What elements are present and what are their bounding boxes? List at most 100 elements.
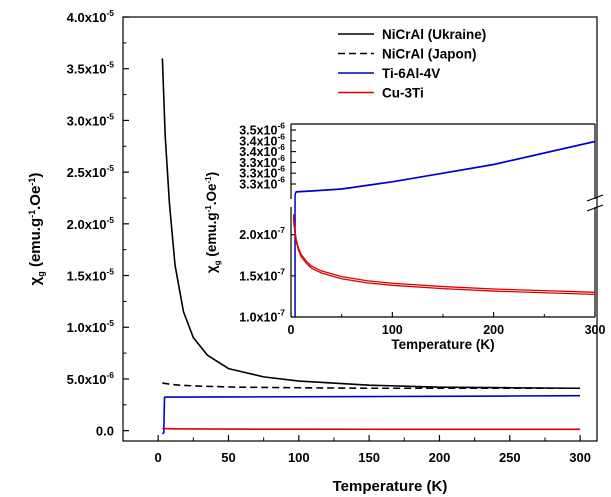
inset-upper-y-tick-label: 3.3x10-6 [239, 153, 285, 170]
y-tick-label-mantissa: 5.0x10 [67, 372, 107, 387]
y-axis-title-part: .Oe [27, 186, 44, 210]
y-tick-label-mantissa: 1.0x10 [67, 320, 107, 335]
inset-upper-y-tick-label: 3.3x10-6 [239, 175, 285, 192]
inset-series [292, 140, 595, 317]
inset-upper-y-tick-label-mantissa: 3.4x10 [239, 145, 277, 159]
inset-upper-y-tick-label-exponent: -6 [277, 175, 285, 185]
inset-upper-y-tick-label-mantissa: 3.5x10 [239, 124, 277, 138]
y-tick-label: 1.5x10-5 [67, 267, 115, 284]
inset-y-axis-title-part: g [213, 260, 222, 265]
inset-upper-y-tick-label-exponent: -6 [277, 142, 285, 152]
inset-lower-y-tick-label: 2.0x10-7 [239, 225, 285, 242]
y-axis-title-part: -1 [27, 178, 37, 186]
inset-lower-y-tick-label-mantissa: 1.0x10 [239, 311, 277, 325]
inset-lower-y-tick-label: 1.5x10-7 [239, 266, 285, 283]
legend: NiCrAl (Ukraine) NiCrAl (Japon) Ti-6Al-4V C… [338, 27, 486, 101]
x-tick-label: 150 [358, 450, 380, 465]
x-tick-label: 50 [221, 450, 235, 465]
y-tick-label-exponent: -6 [106, 370, 114, 380]
inset-x-tick-label: 0 [288, 323, 295, 337]
y-tick-label-exponent: -5 [106, 8, 114, 18]
inset-y-axis-title-part: ) [204, 172, 219, 177]
series-line-ti-6al-4v [161, 394, 581, 435]
x-tick-label: 300 [569, 450, 591, 465]
main-axes: 0.05.0x10-61.0x10-51.5x10-52.0x10-52.5x1… [27, 8, 598, 495]
y-tick-label-mantissa: 2.0x10 [67, 217, 107, 232]
x-tick-label: 200 [429, 450, 451, 465]
inset-series-cu-3ti [292, 216, 595, 296]
y-axis-title-part: g [36, 271, 46, 277]
inset-lower-y-tick-label: 1.0x10-7 [239, 308, 285, 325]
inset-x-tick-label: 200 [483, 323, 504, 337]
axis-break-mark [586, 194, 604, 202]
series-line-nicral-ukraine- [161, 58, 581, 390]
inset-x-axis-title: Temperature (K) [391, 337, 494, 352]
y-tick-label: 2.0x10-5 [67, 215, 115, 232]
inset-y-axis-title-part: .Oe [204, 183, 219, 205]
y-axis-title: χg (emu.g-1.Oe-1) [27, 173, 46, 286]
y-tick-label: 3.5x10-5 [67, 60, 115, 77]
y-axis-title-part: ) [27, 173, 44, 178]
y-tick-label: 2.5x10-5 [67, 163, 115, 180]
legend-label: Ti-6Al-4V [382, 66, 440, 81]
inset-x-tick-label: 300 [585, 323, 606, 337]
inset-lower-y-tick-label-exponent: -7 [277, 308, 285, 318]
legend-label: Cu-3Ti [382, 86, 424, 101]
y-tick-label-exponent: -5 [106, 267, 114, 277]
y-tick-label-mantissa: 2.5x10 [67, 165, 107, 180]
inset-upper-y-tick-label: 3.4x10-6 [239, 142, 285, 159]
y-tick-label-exponent: -5 [106, 163, 114, 173]
series-line-nicral-japon- [162, 382, 581, 390]
y-tick-label: 5.0x10-6 [67, 370, 115, 387]
legend-label: NiCrAl (Japon) [382, 47, 477, 62]
y-tick-label-mantissa: 3.5x10 [67, 62, 107, 77]
inset-lower-y-tick-label-mantissa: 1.5x10 [239, 269, 277, 283]
y-tick-label-exponent: -5 [106, 60, 114, 70]
inset-lower-y-tick-label-mantissa: 2.0x10 [239, 228, 277, 242]
x-tick-label: 250 [499, 450, 521, 465]
inset-x-tick-label: 100 [382, 323, 403, 337]
y-tick-label-exponent: -5 [106, 215, 114, 225]
y-tick-label: 4.0x10-5 [67, 8, 115, 25]
y-tick-label-mantissa: 1.5x10 [67, 269, 107, 284]
legend-label: NiCrAl (Ukraine) [382, 27, 486, 42]
inset-lower-y-tick-label-exponent: -7 [277, 266, 285, 276]
series-line-cu-3ti [162, 427, 581, 431]
main-series-lines [161, 58, 581, 435]
inset-chart: 3.3x10-63.3x10-63.3x10-63.4x10-63.4x10-6… [204, 121, 605, 353]
y-axis-title-part: -1 [27, 210, 37, 218]
inset-upper-y-tick-label-exponent: -6 [277, 153, 285, 163]
inset-upper-y-tick-label-mantissa: 3.3x10 [239, 178, 277, 192]
inset-upper-y-tick-label-exponent: -6 [277, 121, 285, 131]
inset-upper-y-tick-label: 3.5x10-6 [239, 121, 285, 138]
x-tick-label: 0 [155, 450, 162, 465]
main-frame [122, 16, 598, 442]
inset-series-ti-6al-4v [294, 141, 595, 196]
y-tick-label: 0.0 [96, 424, 114, 439]
y-tick-label: 3.0x10-5 [67, 111, 115, 128]
inset-y-axis-title-part: χ [204, 265, 219, 273]
inset-y-axis-title-part: -1 [204, 176, 213, 184]
inset-upper-y-tick-label-mantissa: 3.4x10 [239, 134, 277, 148]
y-tick-label-exponent: -5 [106, 318, 114, 328]
x-tick-label: 100 [288, 450, 310, 465]
inset-y-axis-title-part: (emu.g [204, 212, 219, 260]
inset-y-axis-title: χg (emu.g-1.Oe-1) [204, 172, 222, 273]
inset-upper-y-tick-label: 3.3x10-6 [239, 164, 285, 181]
inset-y-axis-title-part: -1 [204, 205, 213, 213]
x-axis-title: Temperature (K) [333, 478, 448, 495]
inset-upper-y-tick-label-mantissa: 3.3x10 [239, 156, 277, 170]
y-tick-label: 1.0x10-5 [67, 318, 115, 335]
y-axis-title-part: (emu.g [27, 218, 44, 271]
y-tick-label-mantissa: 0.0 [96, 424, 114, 439]
axis-break-mark [586, 204, 604, 212]
y-tick-label-mantissa: 4.0x10 [67, 10, 107, 25]
inset-upper-y-tick-label-exponent: -6 [277, 164, 285, 174]
inset-upper-y-tick-label-exponent: -6 [277, 131, 285, 141]
y-tick-label-mantissa: 3.0x10 [67, 113, 107, 128]
y-tick-label-exponent: -5 [106, 111, 114, 121]
y-axis-title-part: χ [27, 276, 44, 285]
inset-upper-y-tick-label-mantissa: 3.3x10 [239, 167, 277, 181]
inset-upper-y-tick-label: 3.4x10-6 [239, 131, 285, 148]
